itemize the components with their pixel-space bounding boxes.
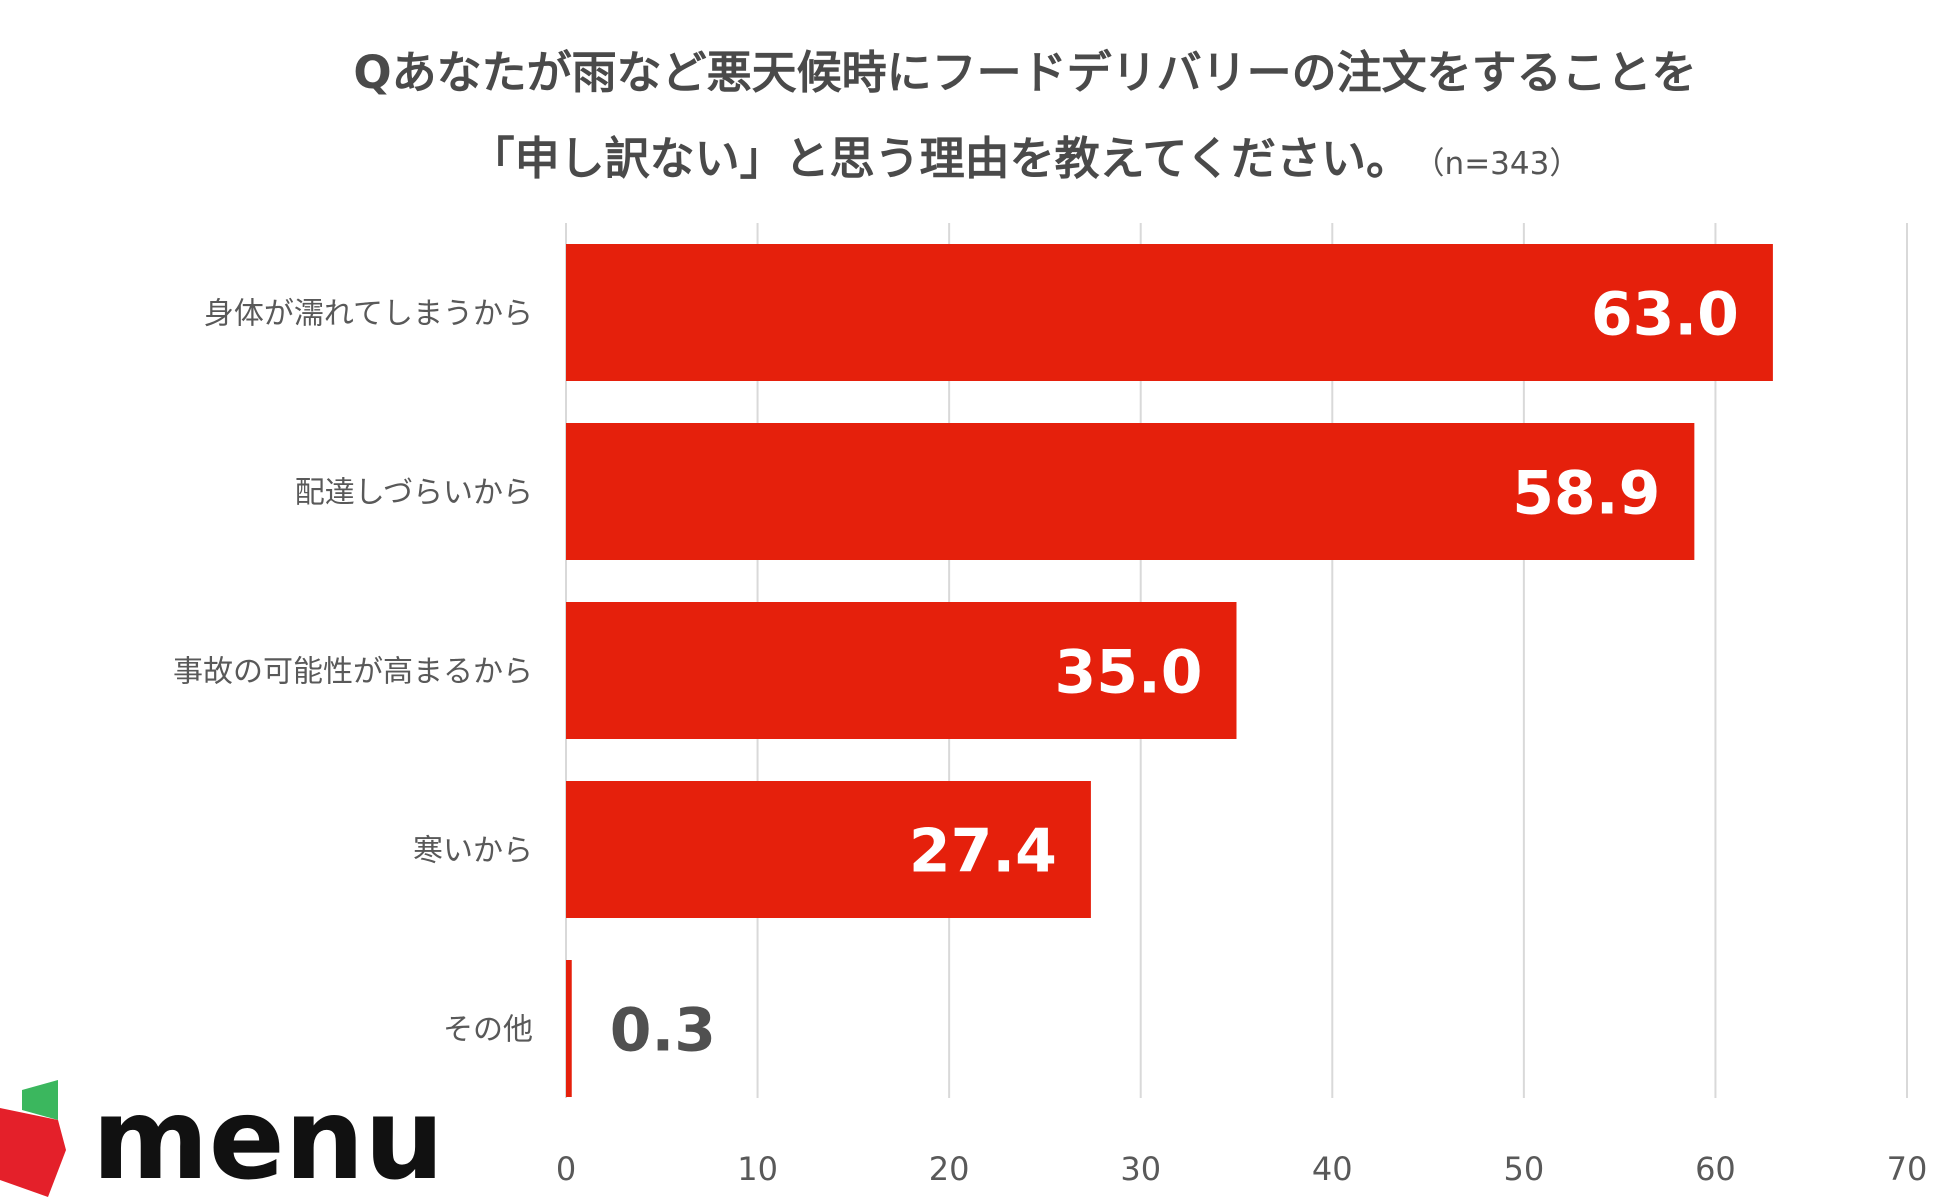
category-label: 寒いから (413, 834, 533, 869)
bar-value-labels: 63.0 58.9 35.0 27.4 0.3 (610, 280, 1739, 1066)
x-tick-label: 30 (1120, 1150, 1161, 1188)
chart-title-line2: 「申し訳ない」と思う理由を教えてください。 （n=343） (0, 122, 1950, 187)
bar (566, 781, 1091, 918)
bar (566, 960, 572, 1097)
bar-value-label: 58.9 (1512, 459, 1660, 529)
x-tick-label: 10 (737, 1150, 778, 1188)
category-label: 配達しづらいから (295, 476, 533, 511)
x-tick-label: 70 (1887, 1150, 1928, 1188)
x-tick-label: 50 (1503, 1150, 1544, 1188)
category-label: 事故の可能性が高まるから (173, 655, 533, 690)
category-label: 身体が濡れてしまうから (204, 297, 533, 332)
x-tick-label: 60 (1695, 1150, 1736, 1188)
bar-value-label: 63.0 (1591, 280, 1739, 350)
menu-logo: menu (0, 1080, 444, 1197)
logo-red-mark (0, 1108, 66, 1197)
sample-size: （n=343） (1429, 146, 1581, 182)
bar-value-label: 27.4 (909, 817, 1057, 887)
bar (566, 423, 1695, 560)
chart-title-main: 「申し訳ない」と思う理由を教えてください。 (469, 132, 1412, 185)
x-tick-label: 0 (556, 1150, 576, 1188)
bar (566, 244, 1773, 381)
logo-wordmark: menu (92, 1080, 444, 1197)
category-label: その他 (443, 1013, 533, 1048)
logo-green-mark (22, 1080, 58, 1120)
x-tick-label: 20 (929, 1150, 970, 1188)
bars (566, 244, 1773, 1097)
chart-title-line1: Qあなたが雨など悪天候時にフードデリバリーの注文をすることを (353, 46, 1697, 99)
x-axis-tick-labels: 0 10 20 30 40 50 60 70 (556, 1150, 1928, 1188)
x-tick-label: 40 (1312, 1150, 1353, 1188)
bar (566, 602, 1237, 739)
bar-value-label: 35.0 (1054, 638, 1202, 708)
bar-value-label: 0.3 (610, 996, 716, 1066)
